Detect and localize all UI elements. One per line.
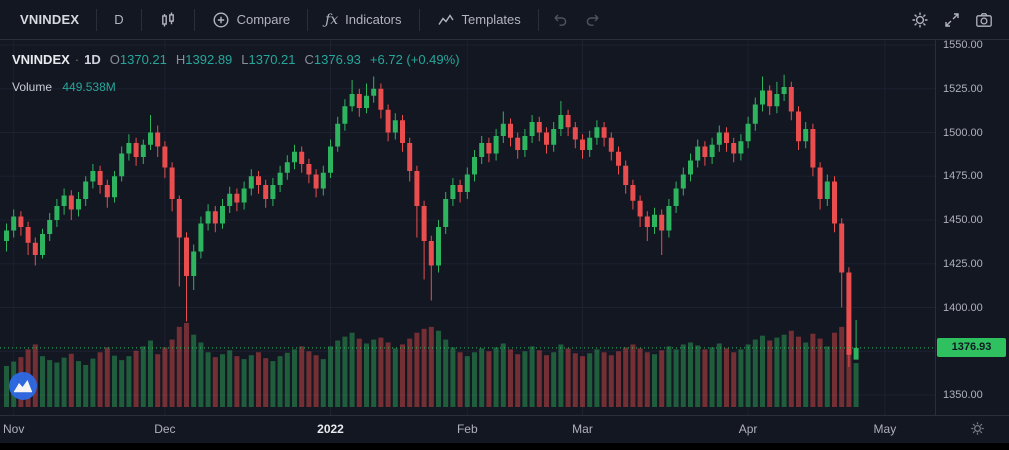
compare-label: Compare xyxy=(236,12,291,27)
high-number: 1392.89 xyxy=(185,52,233,67)
open-label: O xyxy=(109,52,120,67)
indicators-button[interactable]: ƒx Indicators xyxy=(315,6,411,34)
low-value: L1370.21 xyxy=(241,52,295,68)
price-axis-label: 1550.00 xyxy=(943,39,983,51)
legend-separator: · xyxy=(74,52,80,67)
open-value: O1370.21 xyxy=(110,52,167,68)
grid-lines xyxy=(0,40,935,415)
toolbar-separator xyxy=(537,8,539,31)
chart-style-button[interactable] xyxy=(149,6,187,34)
legend-symbol: VNINDEX xyxy=(12,52,70,67)
toolbar-separator xyxy=(418,8,420,31)
chart-pane[interactable]: VNINDEX · 1D O1370.21 H1392.89 L1370.21 … xyxy=(0,40,935,415)
bottom-strip xyxy=(0,443,1009,450)
price-axis-label: 1475.00 xyxy=(943,170,983,183)
watermark-logo xyxy=(8,371,38,401)
templates-button[interactable]: Templates xyxy=(427,6,531,34)
candles-icon xyxy=(161,12,174,26)
candlestick-chart[interactable] xyxy=(0,40,935,415)
top-toolbar: VNINDEX D Compare ƒx Indicators xyxy=(0,0,1009,40)
volume-row: Volume 449.538M xyxy=(12,79,460,95)
high-value: H1392.89 xyxy=(176,52,232,68)
axis-settings-button[interactable] xyxy=(970,421,985,436)
plus-circle-icon xyxy=(213,11,229,28)
time-axis-label: Dec xyxy=(154,422,176,436)
close-label: C xyxy=(304,52,314,67)
legend-interval: 1D xyxy=(84,52,101,67)
price-axis-label: 1425.00 xyxy=(943,257,983,270)
camera-icon xyxy=(976,12,992,27)
symbol-button[interactable]: VNINDEX xyxy=(20,12,80,27)
toolbar-separator xyxy=(307,8,309,31)
redo-icon xyxy=(586,14,599,26)
close-number: 1376.93 xyxy=(313,52,361,67)
fullscreen-icon xyxy=(945,12,959,27)
time-axis-label: Mar xyxy=(572,422,593,436)
high-label: H xyxy=(175,52,186,67)
price-axis-label: 1525.00 xyxy=(943,82,983,95)
volume-label: Volume xyxy=(12,80,53,94)
time-axis-label: Feb xyxy=(456,422,478,436)
fullscreen-button[interactable] xyxy=(937,6,967,34)
axis-gear-icon xyxy=(971,422,984,435)
templates-chart-icon xyxy=(437,13,454,25)
undo-button[interactable] xyxy=(546,6,576,34)
chart-legend: VNINDEX · 1D O1370.21 H1392.89 L1370.21 … xyxy=(12,52,460,95)
candles xyxy=(4,74,859,367)
fx-icon: ƒx xyxy=(325,11,339,28)
indicators-label: Indicators xyxy=(345,12,402,27)
time-axis[interactable]: Nov Dec 2022 Feb Mar Apr May xyxy=(0,415,1009,443)
interval-button[interactable]: D xyxy=(114,12,124,27)
price-axis-label: 1400.00 xyxy=(943,301,983,314)
price-axis-label: 1450.00 xyxy=(943,214,983,226)
toolbar-separator xyxy=(96,8,98,31)
last-price-tag: 1376.93 xyxy=(937,338,1006,358)
time-axis-label: Apr xyxy=(738,422,758,436)
chart-region: VNINDEX · 1D O1370.21 H1392.89 L1370.21 … xyxy=(0,39,1009,415)
time-axis-label: Nov xyxy=(3,422,25,436)
toolbar-separator xyxy=(193,8,195,31)
open-number: 1370.21 xyxy=(119,52,167,67)
undo-icon xyxy=(554,14,567,26)
low-label: L xyxy=(241,52,249,67)
time-axis-label: May xyxy=(873,422,897,436)
price-axis-label: 1350.00 xyxy=(943,389,983,401)
volume-bars xyxy=(4,321,859,407)
templates-label: Templates xyxy=(461,12,521,27)
price-axis-label: 1500.00 xyxy=(943,126,983,139)
change-value: +6.72 (+0.49%) xyxy=(369,52,460,67)
settings-button[interactable] xyxy=(905,6,935,34)
low-number: 1370.21 xyxy=(248,52,296,67)
ohlc-row: VNINDEX · 1D O1370.21 H1392.89 L1370.21 … xyxy=(12,52,460,68)
close-value: C1376.93 xyxy=(305,52,361,68)
compare-button[interactable]: Compare xyxy=(202,6,300,34)
volume-number: 449.538M xyxy=(62,80,116,94)
gear-icon xyxy=(912,12,928,27)
mountain-logo-icon xyxy=(9,372,37,400)
redo-button[interactable] xyxy=(578,6,608,34)
snapshot-button[interactable] xyxy=(969,6,999,34)
toolbar-separator xyxy=(140,8,142,31)
price-axis[interactable]: 1376.93 1550.00 1525.00 1500.00 1475.00 1450… xyxy=(935,39,1009,415)
time-axis-label: 2022 xyxy=(317,422,344,436)
